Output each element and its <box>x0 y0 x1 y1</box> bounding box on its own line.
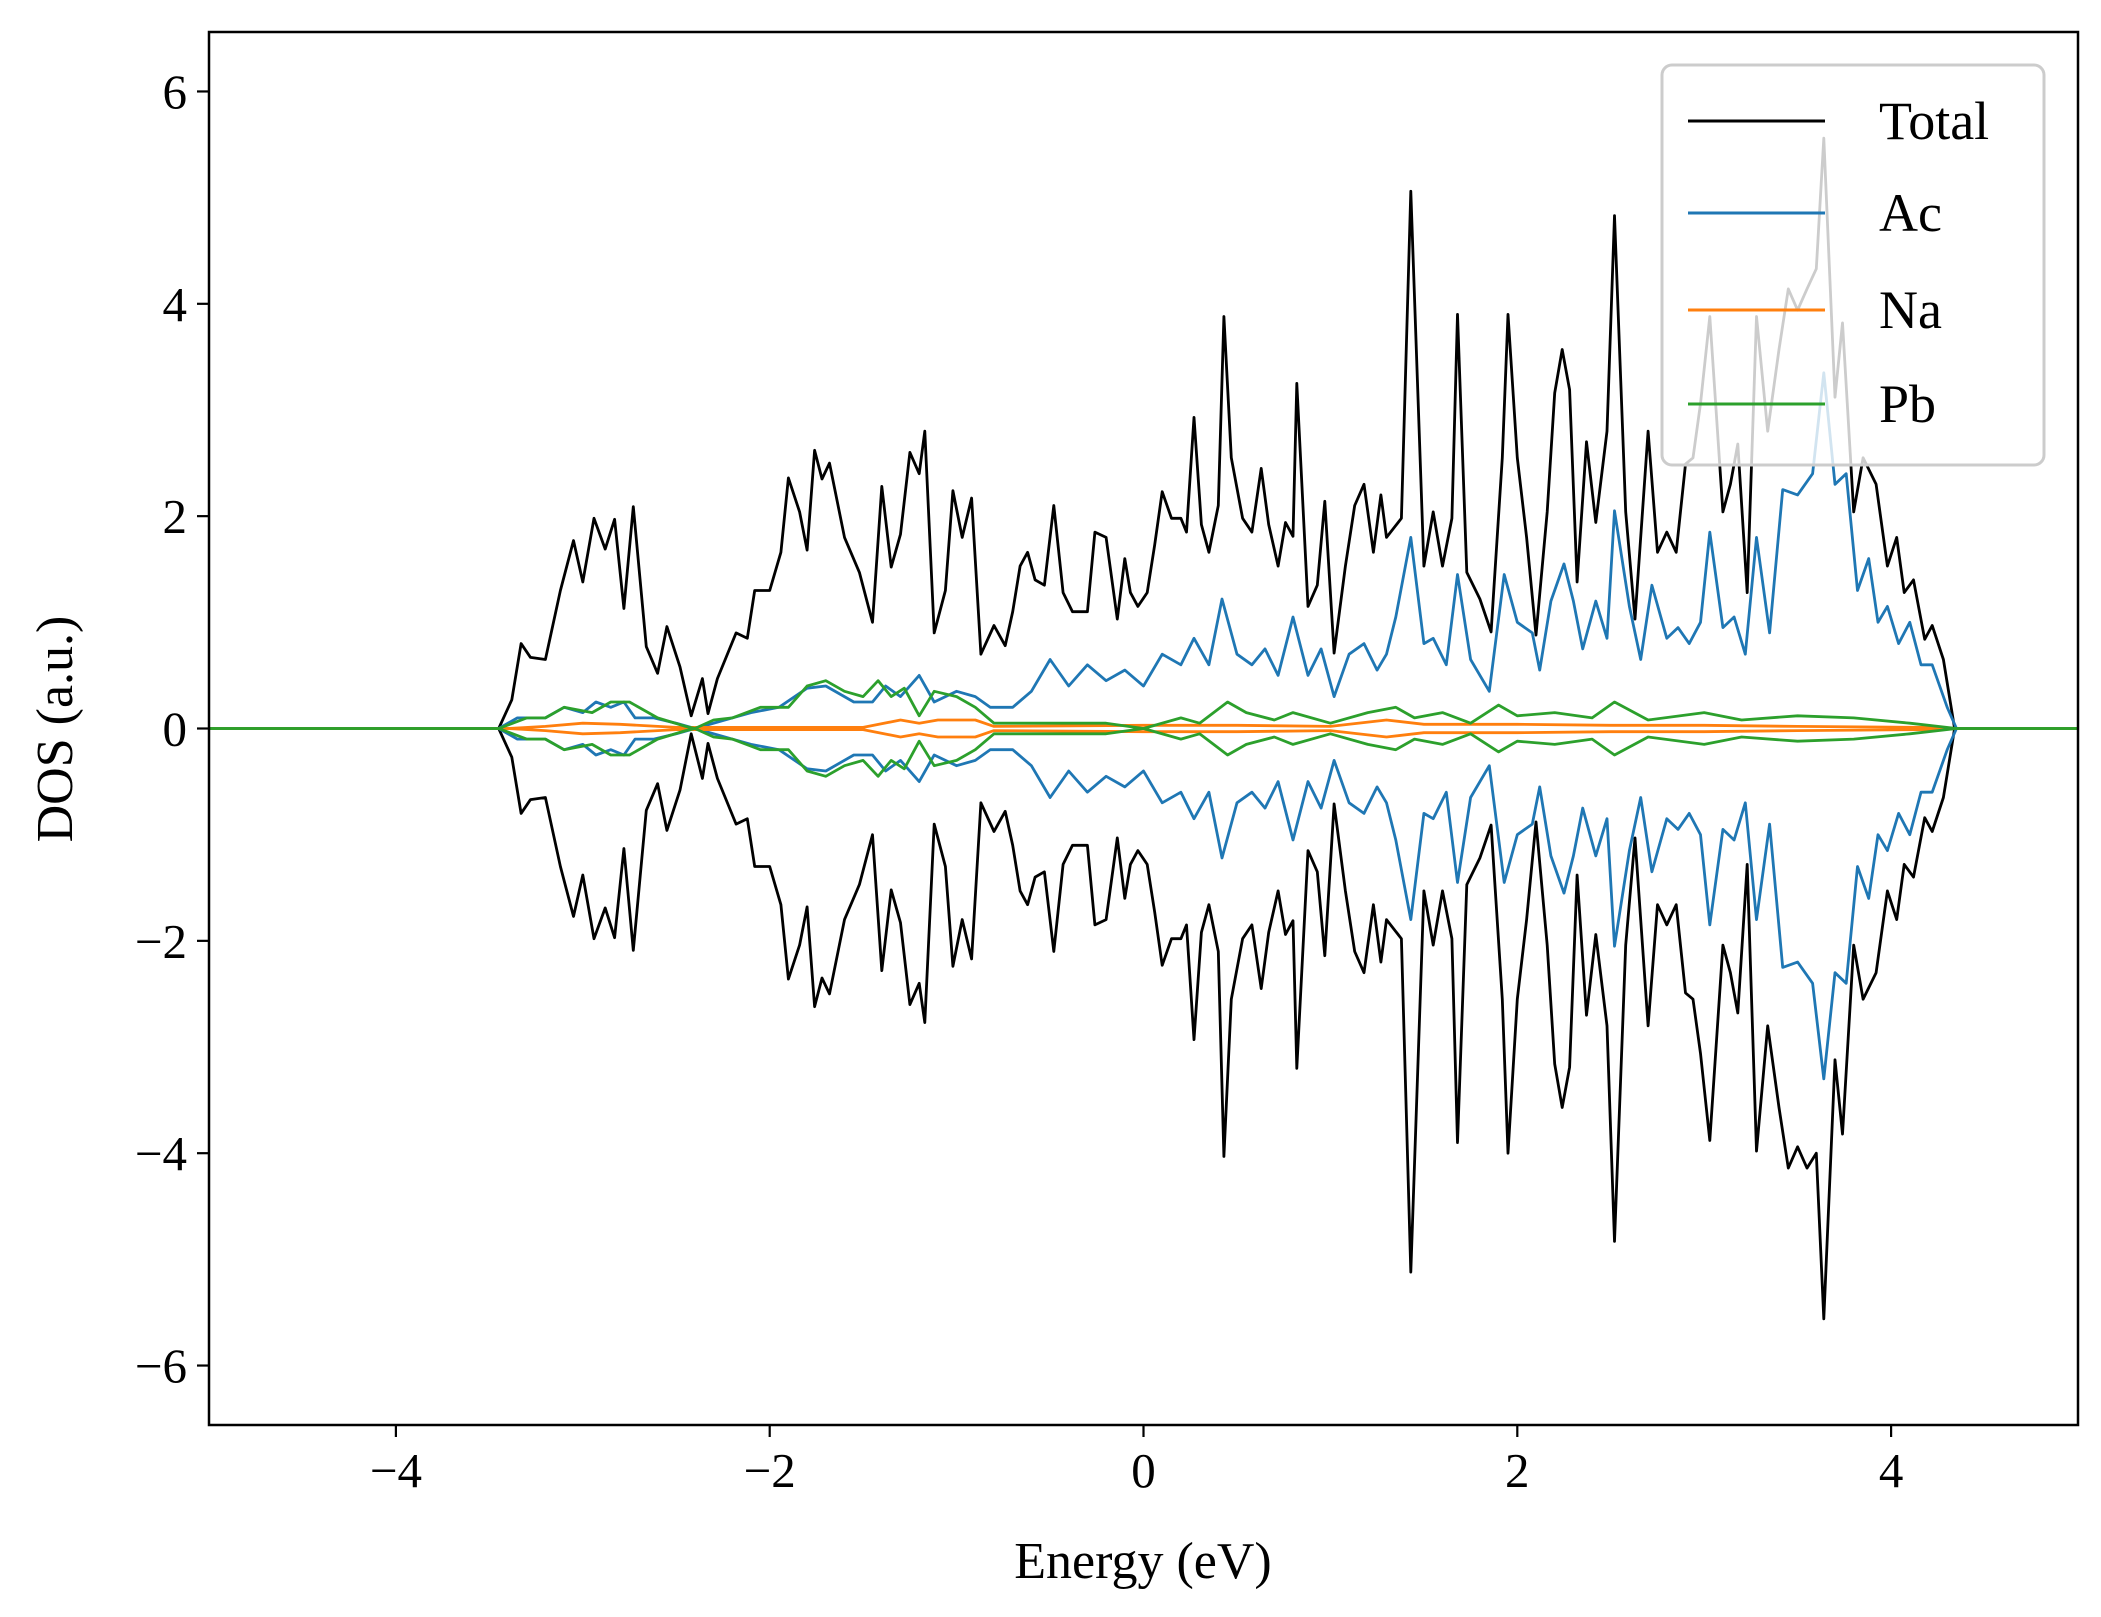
y-tick-label: −2 <box>135 914 187 969</box>
series-layer <box>209 136 2078 1321</box>
x-tick-label: 2 <box>1505 1443 1530 1498</box>
y-tick-label: 0 <box>163 702 188 757</box>
legend-label-na: Na <box>1879 280 1942 340</box>
y-tick-label: 4 <box>163 277 188 332</box>
y-tick-label: 6 <box>163 64 188 119</box>
legend-label-ac: Ac <box>1879 183 1942 243</box>
series-line-ac-down <box>209 727 2078 1081</box>
series-line-ac-up <box>209 371 2078 730</box>
legend-label-total: Total <box>1879 91 1989 151</box>
x-tick-label: 4 <box>1879 1443 1904 1498</box>
legend-label-pb: Pb <box>1879 374 1936 434</box>
y-axis-label: DOS (a.u.) <box>27 616 84 843</box>
y-axis: −6 −4 −2 0 2 4 6 <box>135 64 209 1394</box>
x-tick-label: 0 <box>1131 1443 1156 1498</box>
series-line-pb-down <box>209 727 2078 778</box>
series-line-na-up <box>209 718 2078 730</box>
series-line-na-down <box>209 727 2078 739</box>
y-tick-label: −6 <box>135 1339 187 1394</box>
x-tick-label: −4 <box>370 1443 422 1498</box>
series-line-pb-up <box>209 679 2078 730</box>
y-tick-label: 2 <box>163 489 188 544</box>
series-line-total-down <box>209 727 2078 1321</box>
legend-box <box>1660 63 2046 467</box>
x-axis: −4 −2 0 2 4 <box>370 1425 1904 1498</box>
x-tick-label: −2 <box>744 1443 796 1498</box>
legend: Total Ac Na Pb <box>1660 63 2046 467</box>
x-axis-label: Energy (eV) <box>1014 1533 1272 1590</box>
y-tick-label: −4 <box>135 1126 187 1181</box>
